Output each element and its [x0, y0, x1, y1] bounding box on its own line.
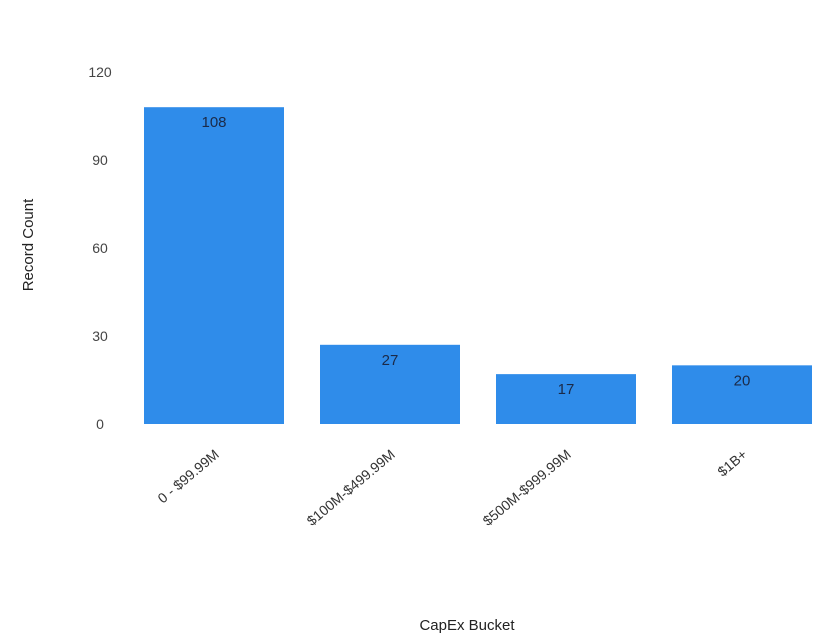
bar-data-labels: 108 27 17 20	[201, 114, 750, 398]
bars-group	[144, 107, 812, 424]
x-tick-label: $1B+	[714, 446, 750, 480]
bar-data-label: 108	[201, 114, 226, 131]
bar	[144, 107, 284, 424]
bar-data-label: 17	[558, 381, 575, 398]
x-tick-label: $100M-$499.99M	[304, 446, 398, 529]
bar	[496, 374, 636, 424]
x-tick-label: 0 - $99.99M	[154, 446, 222, 506]
bar-data-label: 20	[734, 372, 751, 389]
y-tick-label: 30	[92, 328, 108, 344]
y-axis-ticks: 0 30 60 90 120	[88, 64, 112, 432]
bar-data-label: 27	[382, 352, 399, 369]
x-axis-ticks: 0 - $99.99M $100M-$499.99M $500M-$999.99M $…	[154, 446, 750, 529]
y-tick-label: 120	[88, 64, 112, 80]
y-tick-label: 60	[92, 240, 108, 256]
x-axis-title: CapEx Bucket	[419, 617, 515, 634]
bar	[320, 344, 460, 424]
bar	[672, 365, 812, 424]
y-tick-label: 0	[96, 416, 104, 432]
y-axis-title: Record Count	[20, 198, 37, 291]
y-tick-label: 90	[92, 152, 108, 168]
x-tick-label: $500M-$999.99M	[480, 446, 574, 529]
